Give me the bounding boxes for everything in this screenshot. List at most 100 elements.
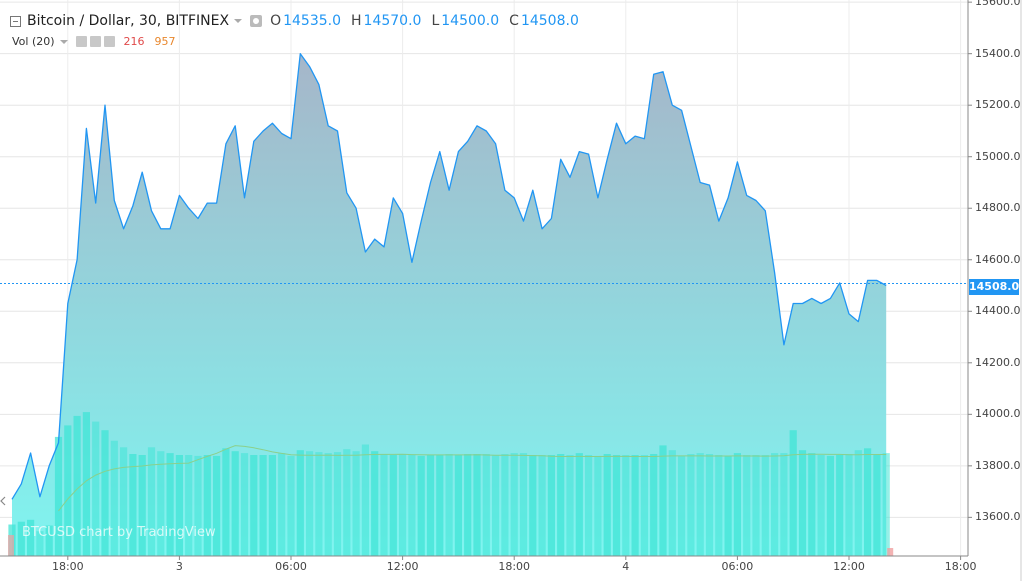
price-line	[0, 53, 968, 500]
eye-icon[interactable]	[75, 36, 87, 47]
volume-bar	[854, 450, 862, 556]
volume-bar	[27, 519, 35, 556]
volume-bar	[585, 455, 593, 556]
volume-bar	[547, 455, 555, 556]
time-tick-label: 06:00	[275, 560, 307, 573]
volume-bar	[417, 455, 425, 556]
eye-icon[interactable]	[250, 15, 263, 27]
volume-bar	[426, 455, 435, 556]
open-value: 14535.0	[283, 13, 342, 29]
volume-bar	[519, 453, 528, 556]
volume-bar	[473, 454, 481, 556]
volume-bar	[445, 454, 453, 556]
volume-bar	[612, 455, 621, 556]
volume-bar	[789, 430, 797, 556]
price-tick-label: 15600.0	[975, 0, 1021, 9]
volume-bar	[845, 454, 853, 556]
volume-bar	[678, 455, 686, 556]
price-area-fill	[12, 53, 887, 556]
volume-bar	[743, 455, 751, 556]
volume-bar	[371, 451, 379, 556]
volume-bar	[482, 454, 490, 556]
volume-bar	[557, 454, 565, 556]
volume-bar	[64, 425, 72, 556]
chevron-down-icon[interactable]	[59, 39, 68, 44]
volume-bar	[101, 430, 109, 556]
volume-bar	[817, 455, 825, 556]
scroll-left-icon	[0, 496, 6, 506]
volume-legend: Vol (20) 216 957	[12, 35, 176, 48]
volume-bar	[166, 453, 174, 556]
price-tick-label: 15400.0	[975, 46, 1021, 60]
gear-icon[interactable]	[89, 36, 101, 47]
volume-bar	[306, 451, 314, 556]
volume-bar	[501, 454, 509, 556]
watermark: BTCUSD chart by TradingView	[22, 525, 216, 540]
symbol-title[interactable]: Bitcoin / Dollar, 30, BITFINEX	[27, 13, 230, 29]
volume-bar	[213, 455, 221, 556]
collapse-icon[interactable]	[10, 15, 21, 27]
volume-bar	[315, 452, 323, 556]
volume-bar	[882, 453, 890, 556]
volume-bar	[352, 451, 360, 556]
price-tick-label: 14400.0	[975, 304, 1021, 318]
volume-bar	[631, 455, 639, 556]
close-icon[interactable]	[103, 36, 115, 47]
volume-bar	[798, 450, 807, 556]
volume-bar	[873, 455, 881, 556]
price-tick-label: 14200.0	[975, 355, 1021, 369]
volume-bar	[566, 455, 574, 556]
volume-bar	[538, 455, 546, 556]
price-tick-label: 13600.0	[975, 510, 1021, 524]
time-tick-label: 4	[622, 560, 630, 573]
price-area	[12, 53, 887, 556]
volume-bar	[733, 453, 741, 556]
volume-bar	[185, 455, 193, 556]
volume-bar	[138, 455, 146, 556]
volume-bar	[705, 454, 714, 556]
volume-bar	[296, 450, 304, 556]
volume-bar	[175, 455, 183, 556]
volume-bar	[492, 455, 500, 556]
price-axis-ticks	[968, 1, 972, 518]
volume-bar	[436, 455, 444, 556]
volume-bars	[8, 412, 894, 556]
volume-bar	[259, 455, 267, 556]
time-tick-label: 18:00	[498, 560, 531, 573]
volume-title[interactable]: Vol (20)	[12, 35, 55, 48]
volume-bar	[408, 455, 416, 556]
volume-bar	[864, 448, 872, 556]
volume-bar	[640, 455, 648, 556]
chevron-down-icon[interactable]	[234, 19, 243, 23]
volume-bar	[752, 455, 760, 556]
volume-bar	[343, 449, 351, 556]
volume-bar	[771, 453, 779, 556]
price-tick-label: 15000.0	[975, 149, 1021, 163]
volume-bar	[287, 455, 295, 556]
last-price-label: 14508.0	[969, 279, 1020, 295]
volume-value-up: 957	[154, 35, 176, 48]
volume-bar	[389, 455, 397, 556]
volume-value-down: 216	[123, 35, 145, 48]
volume-bar	[54, 436, 63, 556]
volume-bar	[157, 451, 165, 556]
time-tick-label: 12:00	[833, 560, 865, 573]
volume-bar	[222, 448, 230, 556]
low-value: 14500.0	[441, 13, 500, 29]
volume-bar	[120, 447, 128, 556]
volume-bar	[659, 445, 667, 556]
volume-bar	[250, 455, 258, 556]
volume-bar	[8, 535, 14, 556]
volume-ma-line	[58, 445, 887, 512]
volume-bar	[17, 521, 25, 556]
volume-bar	[82, 412, 90, 556]
time-axis-ticks	[67, 556, 962, 560]
volume-bar	[73, 415, 81, 556]
volume-bar	[324, 453, 332, 556]
volume-bar	[650, 454, 658, 556]
volume-bar	[399, 454, 407, 556]
price-tick-label: 14600.0	[975, 252, 1021, 266]
volume-bar	[510, 453, 518, 556]
